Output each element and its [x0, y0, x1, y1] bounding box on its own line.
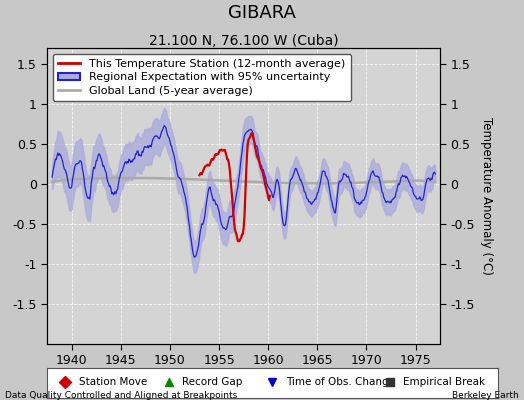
- Y-axis label: Temperature Anomaly (°C): Temperature Anomaly (°C): [480, 117, 493, 275]
- Title: 21.100 N, 76.100 W (Cuba): 21.100 N, 76.100 W (Cuba): [149, 34, 339, 48]
- Text: Time of Obs. Change: Time of Obs. Change: [286, 378, 395, 387]
- Text: GIBARA: GIBARA: [228, 4, 296, 22]
- Text: Empirical Break: Empirical Break: [403, 378, 485, 387]
- Text: Data Quality Controlled and Aligned at Breakpoints: Data Quality Controlled and Aligned at B…: [5, 390, 237, 400]
- Legend: This Temperature Station (12-month average), Regional Expectation with 95% uncer: This Temperature Station (12-month avera…: [53, 54, 351, 101]
- Text: Station Move: Station Move: [79, 378, 147, 387]
- Text: Berkeley Earth: Berkeley Earth: [452, 390, 519, 400]
- Text: Record Gap: Record Gap: [182, 378, 243, 387]
